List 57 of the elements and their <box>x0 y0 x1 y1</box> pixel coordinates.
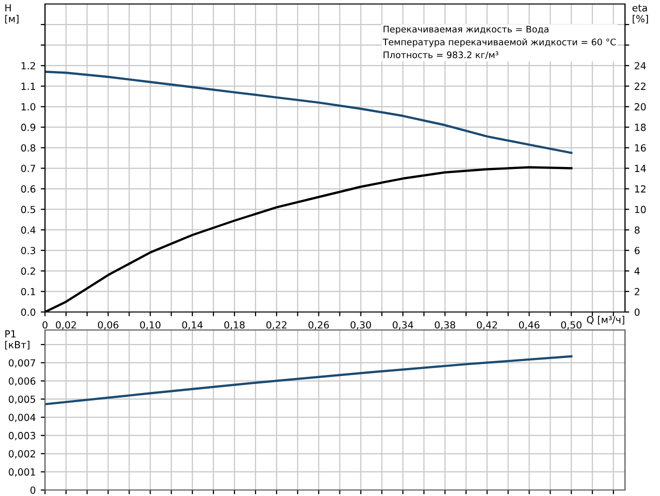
x-tick-label: 0,30 <box>350 321 371 330</box>
y-tick-label: 0.6 <box>21 185 36 193</box>
y2-tick-label: 12 <box>635 185 646 192</box>
y-tick-label: 0.2 <box>21 267 35 275</box>
x-tick-label: 0,14 <box>182 321 203 330</box>
y2-tick-label: 4 <box>634 268 640 275</box>
y2-tick-label: 16 <box>635 144 646 152</box>
x-tick-label: 0,10 <box>140 321 160 330</box>
y-tick-label: 0.8 <box>21 144 36 152</box>
x-tick-label: 0,22 <box>266 321 286 330</box>
y2-tick-label: 0 <box>634 308 640 316</box>
x-axis-title: Q [м³/ч] <box>586 316 624 325</box>
y-tick-label: 0,002 <box>8 450 35 458</box>
y2-tick-label: 8 <box>634 226 640 234</box>
line-series <box>45 355 572 406</box>
y-tick-label: 1.0 <box>22 103 36 110</box>
y2-tick-label: 6 <box>634 246 640 254</box>
y-axis-title: P1 [кВт] <box>5 330 30 350</box>
x-tick-label: 0 <box>42 321 48 329</box>
y2-tick-label: 24 <box>634 62 646 70</box>
x-tick-label: 0,42 <box>476 321 497 330</box>
x-tick-label: 0,02 <box>56 321 76 330</box>
y-tick-label: 0 <box>30 486 36 494</box>
x-tick-label: 0,38 <box>434 321 456 330</box>
y2-tick-label: 22 <box>634 82 646 90</box>
y-tick-label: 0.7 <box>21 164 36 172</box>
annotation: Перекачиваемая жидкость = Вода <box>384 26 548 34</box>
annotation: Температура перекачиваемой жидкости = 60 °C <box>382 38 616 48</box>
y2-tick-label: 10 <box>635 206 646 214</box>
annotation: Плотность = 983.2 кг/м³ <box>384 51 498 59</box>
y-tick-label: 0,004 <box>8 414 36 422</box>
y-tick-label: 1.1 <box>22 82 36 90</box>
x-tick-label: 0,26 <box>308 321 329 330</box>
y-tick-label: 0.1 <box>21 288 36 296</box>
x-tick-label: 0,18 <box>224 321 245 330</box>
y-tick-label: 0.0 <box>21 308 36 316</box>
y-tick-label: 0.5 <box>21 206 36 214</box>
x-tick-label: 0,46 <box>519 321 540 330</box>
y2-axis-title: eta [%] <box>632 4 648 24</box>
y2-tick-label: 20 <box>634 103 646 110</box>
y-tick-label: 0,006 <box>8 377 36 386</box>
y2-tick-label: 2 <box>634 288 640 296</box>
y2-tick-label: 14 <box>635 164 646 172</box>
y-tick-label: 0,003 <box>8 432 36 440</box>
y2-tick-label: 18 <box>635 124 646 132</box>
line-series <box>45 70 572 154</box>
y-tick-label: 0,005 <box>8 396 36 404</box>
x-tick-label: 0,34 <box>392 321 414 330</box>
x-tick-label: 0,06 <box>98 321 118 330</box>
y-tick-label: 0,007 <box>8 359 36 368</box>
x-tick-label: 0,50 <box>561 321 582 330</box>
y-tick-label: 1.2 <box>22 62 35 70</box>
y-tick-label: 0.9 <box>21 124 36 132</box>
y-tick-label: 0,001 <box>8 468 36 477</box>
y-axis-title: H [м] <box>5 4 18 24</box>
y-tick-label: 0.4 <box>21 226 36 234</box>
y-tick-label: 0.3 <box>21 246 36 254</box>
